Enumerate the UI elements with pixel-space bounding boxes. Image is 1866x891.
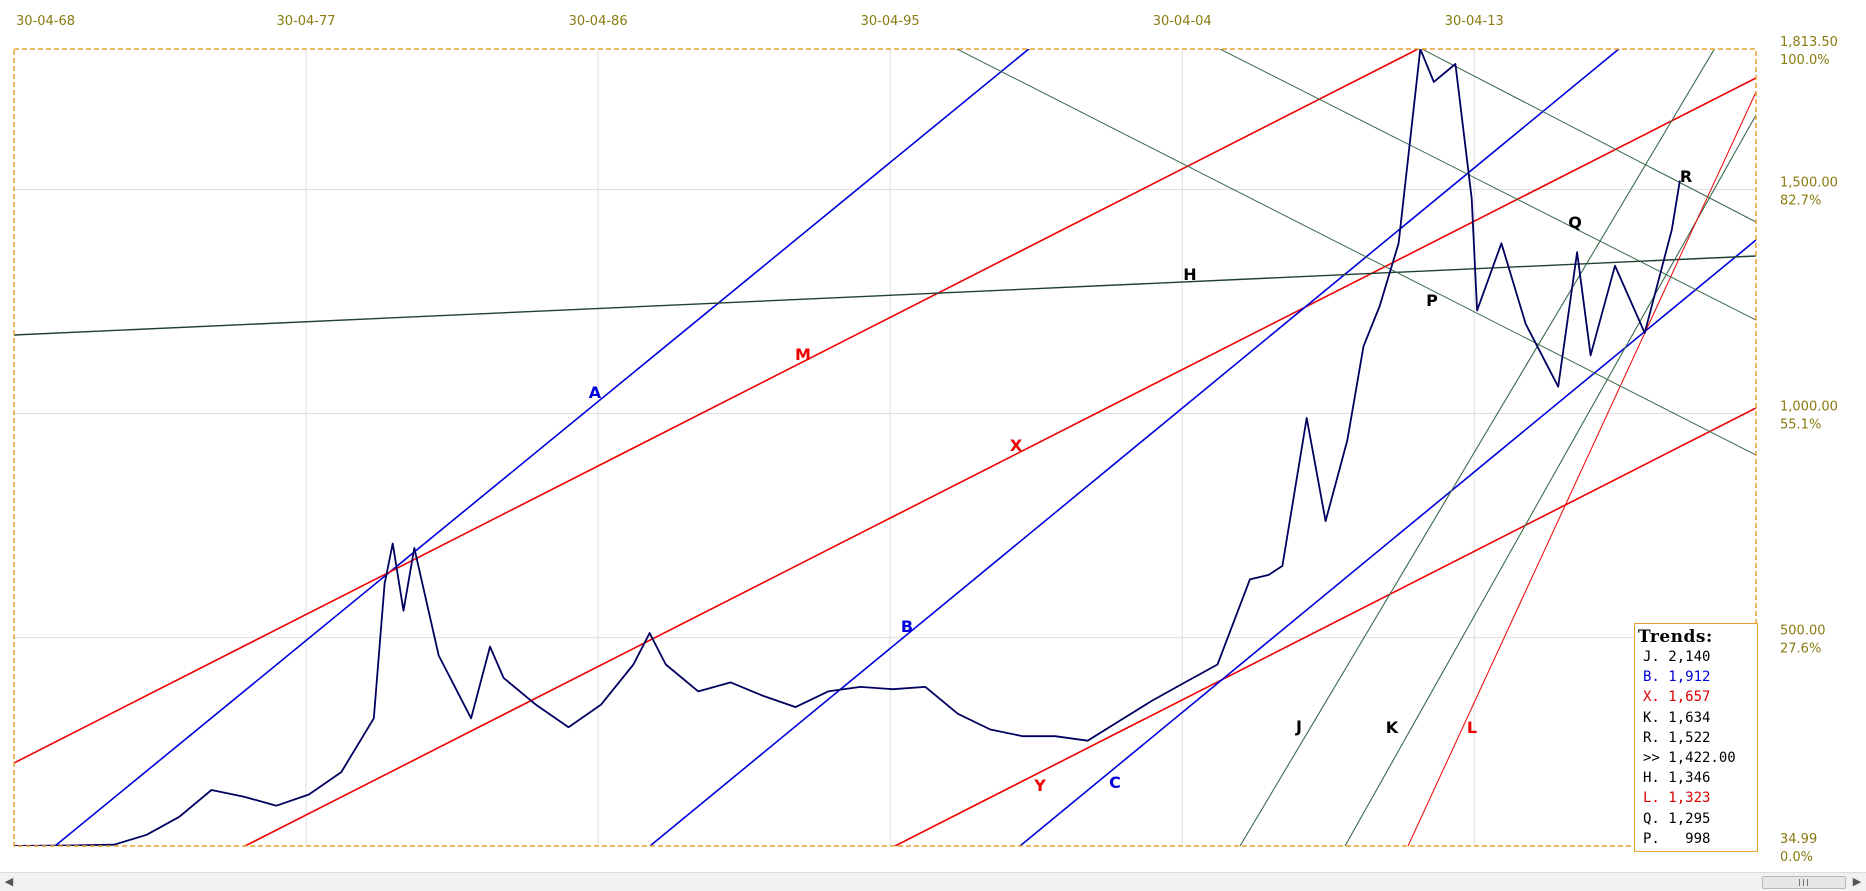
trend-key: H.: [1643, 770, 1660, 787]
trend-value: 1,323: [1659, 790, 1711, 807]
trend-key: K.: [1643, 709, 1660, 726]
trendline-label-A: A: [589, 383, 602, 402]
trendline-H: [14, 255, 1756, 336]
trend-row: Q. 1,295: [1635, 809, 1757, 829]
trendline-label-R: R: [1680, 167, 1692, 186]
trend-key: J.: [1643, 649, 1660, 665]
trendline-J: [1239, 49, 1716, 846]
trend-value: 1,295: [1659, 810, 1711, 827]
scroll-thumb[interactable]: [1762, 876, 1846, 889]
x-tick-label: 30-04-95: [861, 14, 920, 29]
trend-key: Q.: [1643, 810, 1660, 827]
trendline-label-Y: Y: [1033, 776, 1046, 795]
y-tick-label: 34.99: [1780, 832, 1817, 847]
x-tick-label: 30-04-77: [277, 14, 336, 29]
horizontal-scrollbar[interactable]: ◀ ▶: [0, 872, 1866, 891]
trend-value: 998: [1659, 830, 1711, 847]
scroll-left-arrow-icon[interactable]: ◀: [4, 875, 14, 888]
trendline-K: [1344, 114, 1756, 846]
trendline-label-B: B: [901, 617, 913, 636]
trendline-label-X: X: [1010, 436, 1023, 455]
grip-line: [1807, 879, 1808, 886]
trend-row: R. 1,522: [1635, 728, 1757, 748]
trends-rows: J. 2,140 B. 1,912 X. 1,657 K. 1,634 R. 1,522…: [1635, 647, 1757, 849]
trend-key: X.: [1643, 689, 1660, 706]
trendline-L: [1407, 91, 1756, 846]
trendline-label-C: C: [1109, 773, 1121, 792]
trend-value: 1,422.00: [1659, 749, 1736, 766]
trendline-B: [649, 49, 1621, 846]
x-tick-label: 30-04-86: [569, 14, 628, 29]
trendline-C: [1019, 239, 1756, 846]
trend-value: 1,522: [1659, 729, 1711, 746]
y-tick-percent-label: 82.7%: [1780, 193, 1821, 208]
trendline-P: [955, 49, 1756, 456]
trendline-R: [1420, 49, 1756, 223]
trend-value: 2,140: [1659, 649, 1711, 665]
x-tick-label: 30-04-13: [1445, 14, 1504, 29]
trends-legend: Trends: J. 2,140 B. 1,912 X. 1,657 K. 1,634…: [1634, 623, 1758, 852]
x-tick-label: 30-04-68: [16, 14, 75, 29]
trend-row: J. 2,140: [1635, 647, 1757, 667]
trend-key: P.: [1643, 830, 1660, 847]
price-series-line: [14, 49, 1681, 846]
trend-row: H. 1,346: [1635, 768, 1757, 788]
trend-value: 1,346: [1659, 770, 1711, 787]
trendline-label-M: M: [795, 345, 811, 364]
trend-row: >> 1,422.00: [1635, 748, 1757, 768]
trendline-label-J: J: [1295, 717, 1302, 736]
plot-frame: [13, 48, 1757, 847]
y-tick-percent-label: 100.0%: [1780, 53, 1830, 68]
trend-row: B. 1,912: [1635, 667, 1757, 687]
trend-value: 1,634: [1659, 709, 1711, 726]
trend-key: B.: [1643, 669, 1660, 686]
trend-row: P. 998: [1635, 829, 1757, 849]
trend-value: 1,657: [1659, 689, 1711, 706]
trendline-label-K: K: [1386, 718, 1399, 737]
trend-value: 1,912: [1659, 669, 1711, 686]
trendline-A: [54, 49, 1031, 846]
scroll-right-arrow-icon[interactable]: ▶: [1852, 875, 1862, 888]
trend-key: L.: [1643, 790, 1660, 807]
y-tick-percent-label: 27.6%: [1780, 642, 1821, 657]
y-tick-label: 1,500.00: [1780, 175, 1838, 190]
trendline-Y: [894, 407, 1756, 846]
grip-line: [1803, 879, 1804, 886]
trendline-label-H: H: [1183, 265, 1196, 284]
y-tick-label: 1,813.50: [1780, 35, 1838, 50]
y-tick-percent-label: 0.0%: [1780, 850, 1813, 865]
trend-key: >>: [1643, 749, 1660, 766]
trend-row: K. 1,634: [1635, 708, 1757, 728]
grip-line: [1799, 879, 1800, 886]
trendline-M: [14, 49, 1420, 764]
trend-row: L. 1,323: [1635, 788, 1757, 808]
x-tick-label: 30-04-04: [1153, 14, 1212, 29]
trend-key: R.: [1643, 729, 1660, 746]
y-tick-percent-label: 55.1%: [1780, 418, 1821, 433]
trend-row: X. 1,657: [1635, 687, 1757, 707]
trends-title: Trends:: [1638, 627, 1713, 647]
trendline-label-P: P: [1426, 291, 1438, 310]
trendline-label-L: L: [1467, 718, 1477, 737]
trendline-Q: [1218, 49, 1756, 321]
y-tick-label: 1,000.00: [1780, 400, 1838, 415]
trendline-label-Q: Q: [1568, 213, 1582, 232]
chart-svg: 30-04-68 30-04-77 30-04-86 30-04-95 30-04-04…: [13, 14, 1838, 865]
trendline-X: [244, 77, 1756, 846]
y-tick-label: 500.00: [1780, 624, 1826, 639]
